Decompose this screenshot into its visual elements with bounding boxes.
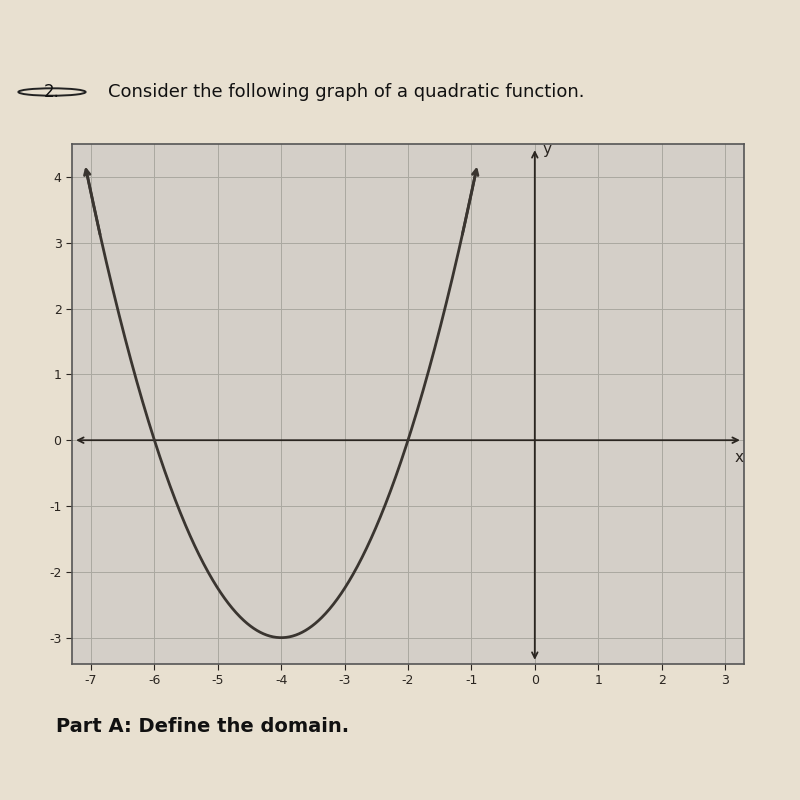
Text: Consider the following graph of a quadratic function.: Consider the following graph of a quadra… (108, 83, 585, 101)
Text: y: y (542, 142, 551, 157)
Text: 2.: 2. (44, 83, 60, 101)
Text: Part A: Define the domain.: Part A: Define the domain. (56, 718, 349, 736)
Text: x: x (734, 450, 743, 465)
